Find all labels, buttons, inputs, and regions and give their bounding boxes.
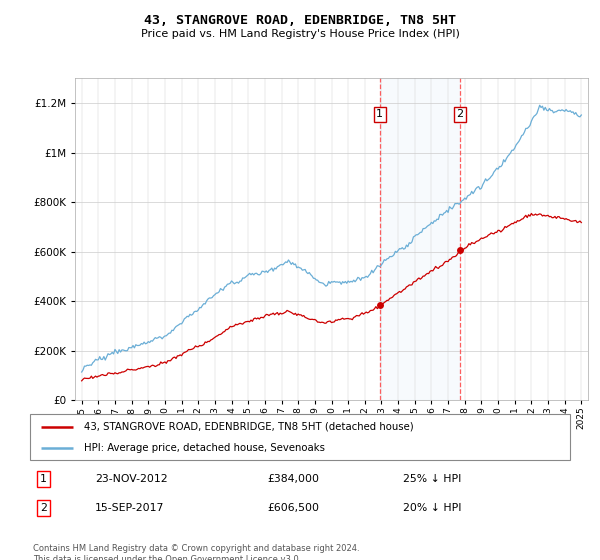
Point <box>375 301 385 310</box>
Text: 20% ↓ HPI: 20% ↓ HPI <box>403 503 461 513</box>
Text: 25% ↓ HPI: 25% ↓ HPI <box>403 474 461 484</box>
FancyBboxPatch shape <box>30 414 570 460</box>
Text: 43, STANGROVE ROAD, EDENBRIDGE, TN8 5HT: 43, STANGROVE ROAD, EDENBRIDGE, TN8 5HT <box>144 14 456 27</box>
Text: 15-SEP-2017: 15-SEP-2017 <box>95 503 164 513</box>
Text: £606,500: £606,500 <box>268 503 320 513</box>
Text: Price paid vs. HM Land Registry's House Price Index (HPI): Price paid vs. HM Land Registry's House … <box>140 29 460 39</box>
Text: £384,000: £384,000 <box>268 474 320 484</box>
Text: 23-NOV-2012: 23-NOV-2012 <box>95 474 167 484</box>
Text: 1: 1 <box>376 109 383 119</box>
Text: 2: 2 <box>40 503 47 513</box>
Text: 43, STANGROVE ROAD, EDENBRIDGE, TN8 5HT (detached house): 43, STANGROVE ROAD, EDENBRIDGE, TN8 5HT … <box>84 422 414 432</box>
Point <box>455 246 465 255</box>
Text: 2: 2 <box>457 109 463 119</box>
Text: HPI: Average price, detached house, Sevenoaks: HPI: Average price, detached house, Seve… <box>84 443 325 453</box>
Bar <box>380 78 460 400</box>
Text: Contains HM Land Registry data © Crown copyright and database right 2024.
This d: Contains HM Land Registry data © Crown c… <box>33 544 359 560</box>
Text: 1: 1 <box>40 474 47 484</box>
